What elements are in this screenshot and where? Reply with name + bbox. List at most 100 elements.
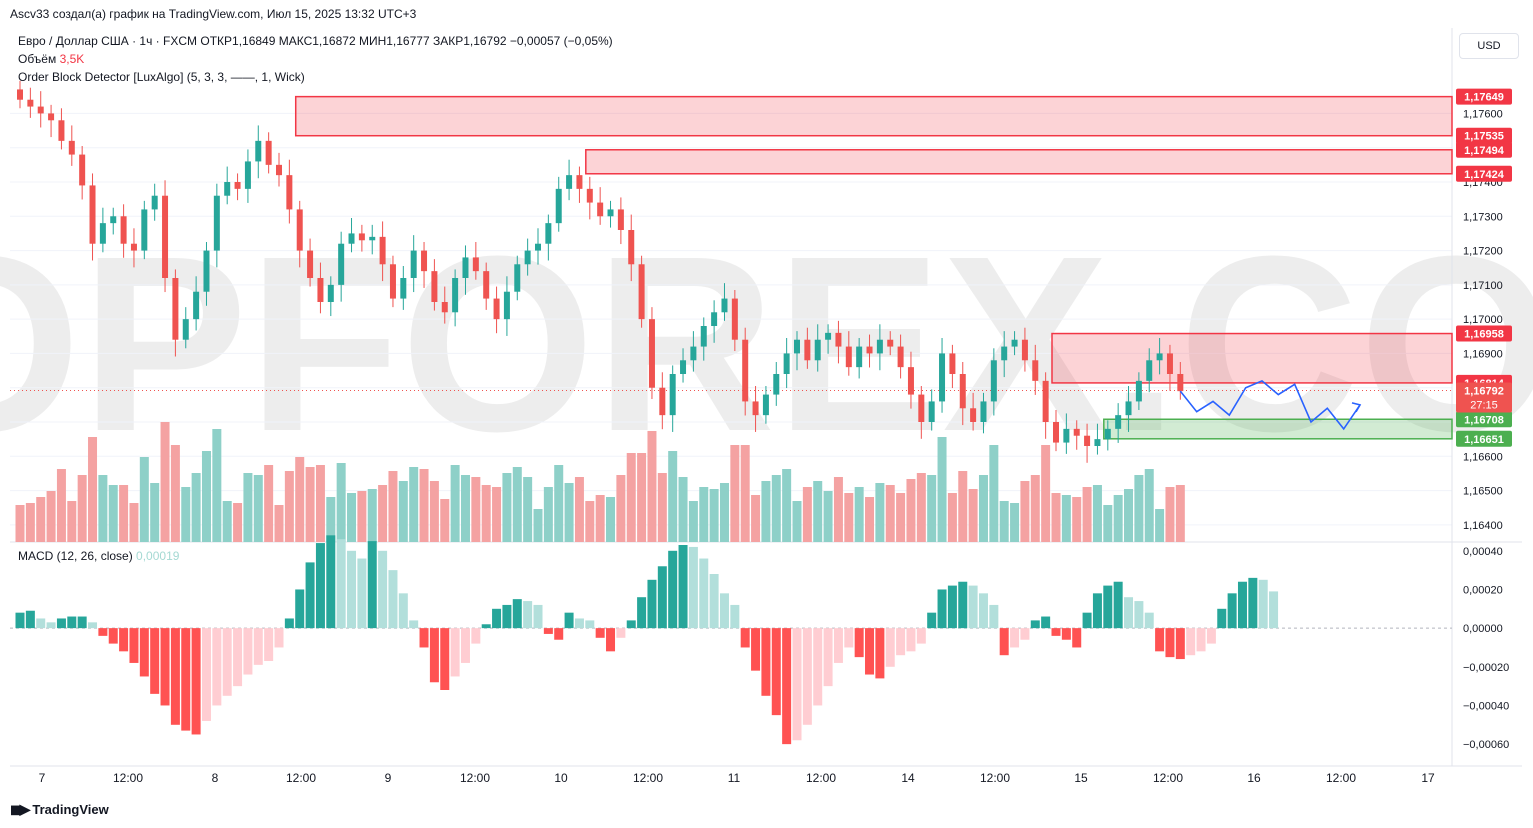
candle-body xyxy=(48,113,55,121)
macd-bar xyxy=(647,579,657,629)
volume-bar xyxy=(927,475,937,542)
candle-body xyxy=(814,339,821,361)
macd-bar xyxy=(419,628,429,648)
candle-body xyxy=(141,209,148,251)
macd-bar xyxy=(606,628,616,652)
price-label-badge xyxy=(1456,411,1512,428)
candle-body xyxy=(907,367,914,395)
candle-body xyxy=(680,360,687,374)
macd-bar xyxy=(119,628,129,652)
macd-bar xyxy=(222,628,232,696)
time-axis[interactable]: 7 12:00 8 12:00 9 12:00 10 12:00 11 12:00 14 12:00 1… xyxy=(39,771,1435,785)
macd-bar xyxy=(1020,628,1030,640)
macd-bar xyxy=(523,601,533,629)
price-label-text: 1,16651 xyxy=(1464,434,1504,446)
macd-bar xyxy=(274,628,284,648)
macd-bar xyxy=(150,628,160,694)
currency-button[interactable]: USD xyxy=(1459,33,1519,59)
macd-bar xyxy=(865,628,875,675)
candle-body xyxy=(939,353,946,402)
volume-bar xyxy=(1103,505,1113,542)
candle-body xyxy=(690,346,697,361)
macd-bar xyxy=(1196,628,1206,652)
macd-bar xyxy=(201,628,211,721)
candle-body xyxy=(700,326,707,347)
macd-bar xyxy=(740,628,750,648)
macd-bar xyxy=(937,589,947,629)
price-label-text: 1,17494 xyxy=(1464,145,1505,157)
volume-bar xyxy=(616,475,626,542)
candle-body xyxy=(524,250,531,265)
candle-body xyxy=(348,233,355,244)
candle-body xyxy=(731,298,738,340)
candle-body xyxy=(472,257,479,272)
volume-bar xyxy=(1072,497,1082,542)
volume-bar xyxy=(574,477,584,542)
macd-bar xyxy=(1030,620,1040,629)
volume-bar xyxy=(388,471,398,542)
price-tick-label: 1,16900 xyxy=(1463,348,1503,360)
volume-bar xyxy=(657,473,667,542)
macd-bar xyxy=(1144,612,1154,629)
time-tick-label: 12:00 xyxy=(980,771,1010,785)
candle-body xyxy=(338,243,345,285)
order-block-zone xyxy=(585,149,1453,175)
macd-bar xyxy=(1175,628,1185,660)
macd-bar xyxy=(626,620,636,629)
candle-body xyxy=(970,408,977,422)
price-tick-label: 1,17100 xyxy=(1463,280,1503,292)
candle-body xyxy=(835,332,842,347)
candle-body xyxy=(1104,428,1111,440)
macd-legend[interactable]: MACD (12, 26, close) 0,00019 xyxy=(18,549,179,563)
candle-body xyxy=(928,401,935,422)
candle-body xyxy=(37,106,44,114)
volume-bar xyxy=(1155,509,1165,542)
candle-body xyxy=(265,140,272,165)
indicator-legend[interactable]: Order Block Detector [LuxAlgo] (5, 3, 3,… xyxy=(18,70,305,84)
candle-body xyxy=(421,250,428,272)
volume-bar xyxy=(139,457,149,542)
volume-bar xyxy=(98,475,108,542)
candle-body xyxy=(244,161,251,189)
price-axis[interactable]: 1,176001,174001,173001,172001,171001,170… xyxy=(1456,88,1512,752)
macd-bar xyxy=(1206,628,1216,644)
macd-bar xyxy=(450,628,460,677)
volume-bar xyxy=(284,471,294,542)
time-tick-label: 12:00 xyxy=(1153,771,1183,785)
macd-bar xyxy=(688,546,698,629)
tradingview-logo[interactable]: ◼▶ TradingView xyxy=(10,801,109,818)
volume-bar xyxy=(947,493,957,542)
volume-bar xyxy=(916,473,926,542)
macd-bar xyxy=(264,628,274,661)
macd-bar xyxy=(367,541,377,629)
time-tick-label: 12:00 xyxy=(286,771,316,785)
forecast-path xyxy=(1179,379,1362,431)
candle-body xyxy=(856,346,863,368)
volume-bar xyxy=(730,445,740,542)
volume-bar xyxy=(823,491,833,542)
volume-bar xyxy=(865,497,875,542)
volume-bar xyxy=(88,437,98,542)
volume-bar xyxy=(471,477,481,542)
volume-legend[interactable]: Объём 3,5K xyxy=(18,52,84,66)
macd-bar xyxy=(398,593,408,629)
symbol-legend[interactable]: Евро / Доллар США · 1ч · FXCM ОТКР1,1684… xyxy=(18,34,613,48)
volume-bar xyxy=(181,487,191,542)
volume-bar xyxy=(295,457,305,542)
volume-bar xyxy=(688,501,698,542)
price-tick-label: 1,16500 xyxy=(1463,486,1503,498)
volume-bar xyxy=(989,445,999,542)
candle-body xyxy=(1053,422,1059,443)
symbol-name[interactable]: Евро / Доллар США · 1ч · FXCM xyxy=(18,34,198,48)
candle-body xyxy=(203,250,210,292)
candle-body xyxy=(597,202,604,217)
volume-bar xyxy=(398,481,408,542)
countdown-text: 27:15 xyxy=(1470,399,1498,411)
macd-bar xyxy=(46,622,56,629)
candle-body xyxy=(628,230,635,265)
candle-body xyxy=(369,236,376,241)
macd-bar xyxy=(751,628,761,671)
volume-bar xyxy=(792,501,802,542)
volume-bar xyxy=(751,495,761,542)
